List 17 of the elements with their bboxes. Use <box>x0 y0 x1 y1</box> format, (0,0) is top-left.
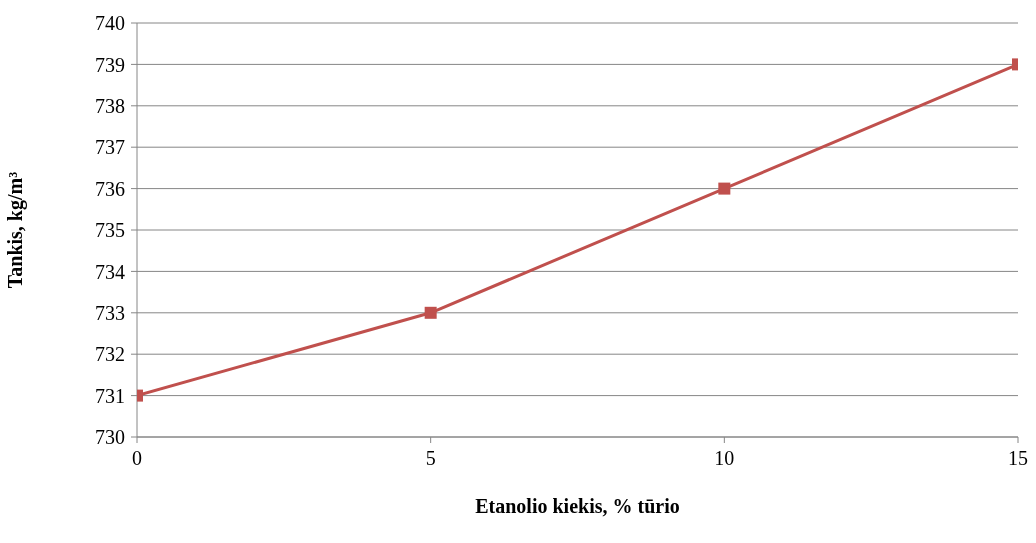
y-tick-label: 739 <box>95 53 125 76</box>
y-tick-label: 738 <box>95 94 125 117</box>
y-tick-label: 731 <box>95 384 125 407</box>
x-axis-title: Etanolio kiekis, % tūrio <box>475 495 680 517</box>
y-tick-label: 734 <box>95 260 125 283</box>
y-tick-label: 736 <box>95 177 125 200</box>
y-tick-label: 733 <box>95 301 125 324</box>
y-tick-label: 735 <box>95 219 125 242</box>
y-tick-label: 737 <box>95 136 125 159</box>
y-tick-label: 732 <box>95 343 125 366</box>
x-tick-label: 0 <box>132 447 142 470</box>
x-tick-label: 10 <box>714 447 735 470</box>
y-tick-label: 730 <box>95 426 125 449</box>
y-axis-title: Tankis, kg/m³ <box>4 171 28 289</box>
x-tick-label: 15 <box>1008 447 1028 470</box>
y-tick-label: 740 <box>95 12 125 35</box>
x-tick-label: 5 <box>425 447 436 470</box>
